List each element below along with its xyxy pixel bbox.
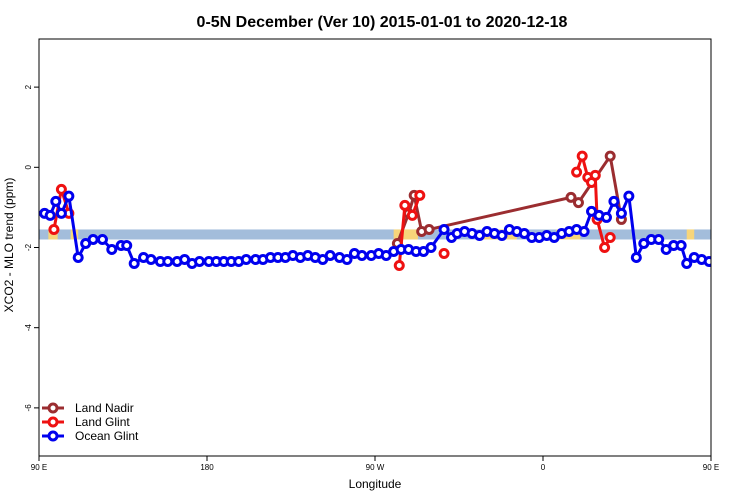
land-glint-point	[414, 189, 426, 201]
x-tick-label: 90 E	[31, 463, 47, 472]
ocean-glint-point	[630, 252, 642, 264]
land-glint-point	[599, 242, 611, 253]
land-glint-point	[438, 248, 450, 260]
legend-marker-ocean-glint	[47, 430, 59, 442]
ocean-glint-point	[194, 256, 206, 268]
ocean-glint-point	[496, 229, 508, 241]
ocean-glint-point	[615, 207, 627, 219]
legend-item-land-glint: Land Glint	[42, 415, 130, 429]
legend-marker-land-glint	[47, 416, 59, 428]
x-tick-label: 180	[200, 463, 214, 472]
ocean-glint-point	[121, 239, 133, 251]
ocean-glint-point	[87, 233, 99, 245]
ocean-glint-point	[578, 225, 590, 237]
land-glint-point	[393, 260, 405, 272]
land-glint-point	[399, 199, 411, 211]
y-tick-label: 2	[24, 84, 33, 89]
land-glint-point	[55, 183, 67, 195]
land-nadir-point	[565, 191, 577, 203]
ocean-glint-point	[72, 252, 84, 264]
land-glint-point	[406, 209, 418, 221]
ocean-glint-point	[324, 250, 336, 262]
ocean-glint-point	[728, 256, 736, 264]
land-nadir-point	[423, 223, 435, 235]
y-tick-label: -2	[24, 243, 33, 251]
ocean-glint-point	[681, 258, 693, 270]
land-glint-line	[397, 194, 422, 266]
y-axis-label: XCO2 - MLO trend (ppm)	[2, 178, 16, 313]
ocean-glint-point	[653, 233, 665, 245]
ocean-glint-point	[128, 258, 140, 270]
land-nadir-point	[604, 150, 616, 162]
ocean-glint-point	[608, 195, 620, 207]
ocean-glint-point	[50, 195, 62, 207]
ocean-glint-point	[106, 244, 118, 256]
ocean-glint-point	[145, 254, 157, 266]
ocean-glint-point	[675, 239, 687, 251]
legend: Land Nadir Land Glint Ocean Glint	[42, 401, 139, 443]
chart-title: 0-5N December (Ver 10) 2015-01-01 to 202…	[197, 14, 568, 31]
surface-band-land	[686, 229, 695, 240]
x-axis: 90 E 180 90 W 0 90 E	[31, 456, 719, 472]
ocean-glint-point	[63, 190, 75, 202]
land-glint-point	[576, 150, 588, 162]
surface-band	[39, 229, 726, 240]
surface-band-land	[393, 229, 418, 240]
ocean-glint-point	[341, 254, 353, 266]
x-tick-label: 0	[541, 463, 546, 472]
ocean-glint-point	[162, 256, 174, 268]
surface-band-ocean	[39, 229, 711, 240]
ocean-glint-point	[713, 258, 721, 266]
ocean-glint-point	[240, 254, 252, 266]
ocean-glint-point	[55, 207, 67, 219]
ocean-glint-point	[438, 223, 450, 235]
ocean-glint-point	[720, 258, 728, 266]
legend-item-ocean-glint: Ocean Glint	[42, 429, 139, 443]
y-axis: 2 0 -2 -4 -6	[24, 84, 39, 411]
ocean-glint-point	[600, 211, 612, 223]
legend-label-ocean-glint: Ocean Glint	[75, 429, 139, 443]
plot-frame	[38, 38, 712, 457]
land-glint-point	[604, 231, 616, 243]
series-layer	[39, 150, 736, 272]
land-glint-point	[571, 166, 583, 178]
y-tick-label: -4	[24, 324, 33, 332]
x-tick-label: 90 E	[703, 463, 719, 472]
ocean-glint-point	[96, 233, 108, 245]
y-tick-label: -6	[24, 404, 33, 412]
ocean-glint-point	[44, 209, 56, 221]
land-nadir-point	[572, 197, 584, 209]
y-tick-label: 0	[24, 165, 33, 170]
x-tick-label: 90 W	[366, 463, 385, 472]
ocean-glint-point	[623, 190, 635, 202]
legend-marker-land-nadir	[47, 402, 59, 414]
legend-label-land-glint: Land Glint	[75, 415, 130, 429]
surface-band-land	[715, 229, 726, 239]
ocean-glint-point	[703, 256, 711, 268]
x-axis-label: Longitude	[349, 477, 402, 491]
legend-label-land-nadir: Land Nadir	[75, 401, 134, 415]
land-glint-point	[48, 223, 60, 235]
ocean-glint-point	[425, 242, 437, 253]
land-glint-point	[589, 169, 601, 181]
ocean-glint-point	[356, 250, 368, 262]
legend-item-land-nadir: Land Nadir	[42, 401, 134, 415]
